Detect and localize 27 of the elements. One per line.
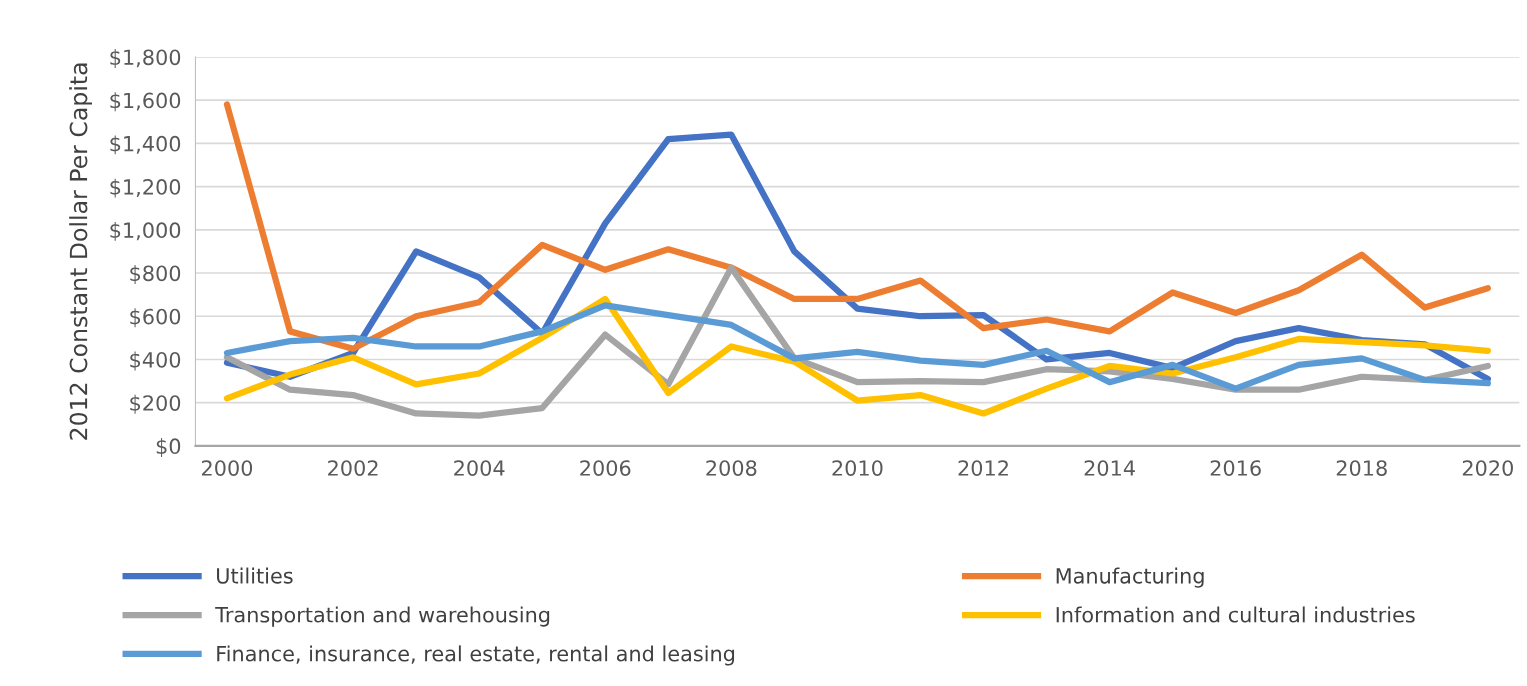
x-tick-label: 2012 — [958, 460, 1008, 476]
y-tick-label: $600 — [130, 308, 181, 328]
legend-label: Utilities — [217, 567, 293, 584]
legend-label: Manufacturing — [1056, 567, 1204, 588]
y-tick-label: $0 — [156, 437, 181, 457]
y-tick-label: $1,800 — [110, 49, 181, 68]
x-tick-label: 2016 — [1210, 460, 1261, 476]
x-tick-label: 2020 — [1462, 460, 1513, 476]
y-tick-label: $200 — [130, 394, 181, 414]
legend-label: Transportation and warehousing — [215, 606, 550, 627]
x-tick-label: 2000 — [201, 460, 253, 476]
x-tick-label: 2006 — [580, 460, 631, 476]
x-tick-label: 2002 — [328, 460, 378, 476]
y-tick-label: $1,400 — [110, 135, 181, 155]
y-tick-label: $1,200 — [110, 178, 181, 198]
x-tick-label: 2010 — [832, 460, 883, 476]
x-tick-label: 2004 — [454, 460, 505, 476]
x-tick-label: 2018 — [1336, 460, 1387, 476]
x-tick-label: 2014 — [1084, 460, 1135, 476]
y-tick-label: $1,000 — [110, 221, 181, 241]
y-axis-title: 2012 Constant Dollar Per Capita — [69, 63, 92, 440]
y-tick-label: $400 — [130, 351, 181, 371]
legend-label: Information and cultural industries — [1056, 606, 1415, 623]
y-tick-label: $800 — [130, 265, 181, 285]
y-tick-label: $1,600 — [110, 92, 181, 112]
legend-label: Finance, insurance, real estate, rental and leasing — [217, 645, 735, 666]
x-tick-label: 2008 — [706, 460, 757, 476]
